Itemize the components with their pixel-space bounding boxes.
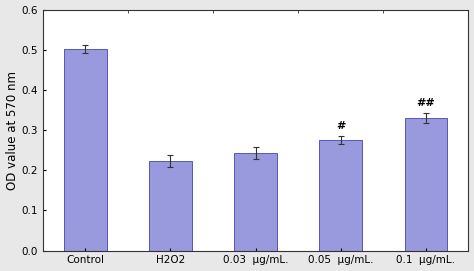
Bar xyxy=(149,161,191,251)
Bar xyxy=(319,140,362,251)
Bar xyxy=(234,153,277,251)
Text: #: # xyxy=(336,121,346,131)
Y-axis label: OD value at 570 nm: OD value at 570 nm xyxy=(6,70,18,190)
Bar xyxy=(405,118,447,251)
Text: ##: ## xyxy=(417,98,435,108)
Bar xyxy=(64,49,107,251)
